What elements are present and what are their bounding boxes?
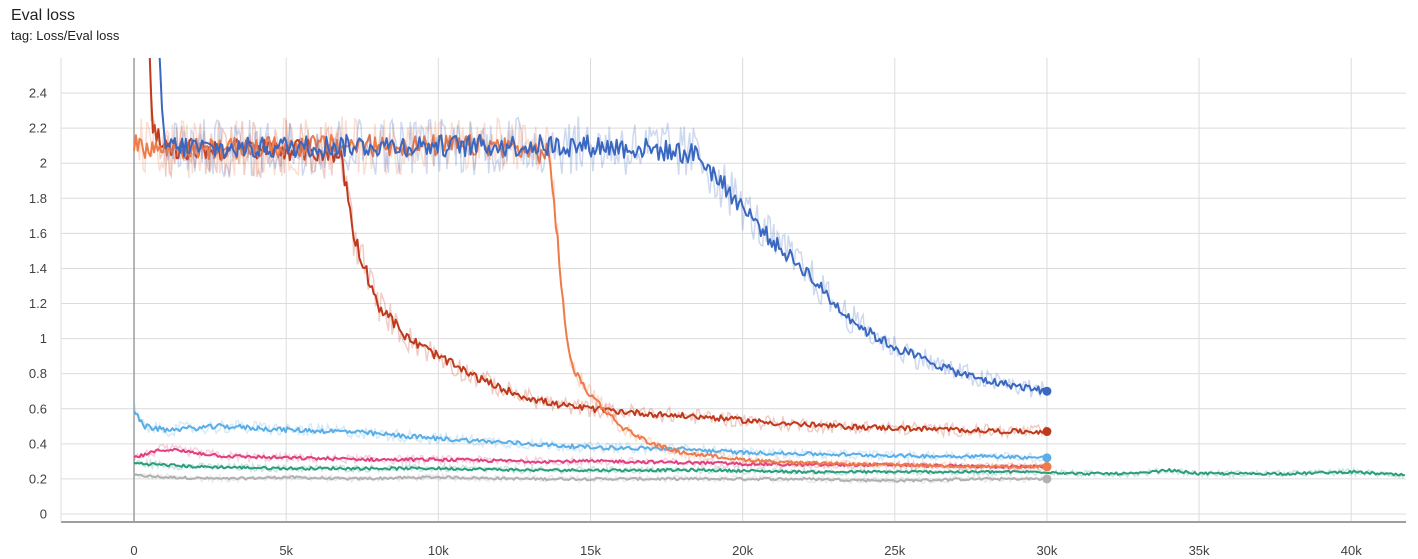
tick-labels: 0 0.2 0.4 0.6 0.8 1 1.2 1.4 1.6 1.8 2 2.2 2.4 0 5k 10k 1…	[29, 86, 1362, 558]
chart-tag: tag: Loss/Eval loss	[11, 28, 120, 43]
series-group	[133, 33, 1406, 485]
x-tick-label: 5k	[279, 543, 293, 558]
y-tick-label: 0.8	[29, 366, 47, 381]
series-end-marker[interactable]	[1042, 386, 1052, 396]
x-tick-label: 10k	[428, 543, 449, 558]
series-smoothed-line[interactable]	[148, 42, 1047, 435]
series-end-marker[interactable]	[1042, 427, 1052, 437]
y-tick-label: 2	[40, 156, 47, 171]
y-tick-label: 1.8	[29, 191, 47, 206]
x-tick-label: 15k	[580, 543, 601, 558]
y-tick-label: 1.2	[29, 296, 47, 311]
chart-header: Eval loss tag: Loss/Eval loss	[11, 6, 119, 44]
series-end-marker[interactable]	[1042, 453, 1052, 463]
y-tick-label: 0	[40, 506, 47, 521]
y-tick-label: 1.6	[29, 226, 47, 241]
x-tick-label: 40k	[1341, 543, 1362, 558]
axes	[60, 58, 1406, 523]
y-tick-label: 0.6	[29, 401, 47, 416]
series-end-markers	[1042, 386, 1052, 484]
series-raw-line	[158, 58, 1047, 399]
series-end-marker[interactable]	[1042, 462, 1052, 472]
chart-title: Eval loss	[11, 7, 76, 24]
series-smoothed-line[interactable]	[133, 410, 1047, 460]
x-tick-label: 25k	[884, 543, 905, 558]
x-tick-label: 30k	[1036, 543, 1057, 558]
series-end-marker[interactable]	[1042, 474, 1052, 484]
x-tick-label: 35k	[1189, 543, 1210, 558]
y-tick-label: 0.2	[29, 471, 47, 486]
series-smoothed-line[interactable]	[133, 461, 1406, 477]
y-tick-label: 2.4	[29, 86, 47, 101]
series-smoothed-line[interactable]	[133, 473, 1048, 483]
y-tick-label: 2.2	[29, 121, 47, 136]
series-smoothed-line[interactable]	[158, 33, 1046, 395]
y-tick-label: 1.4	[29, 261, 47, 276]
x-tick-label: 0	[130, 543, 137, 558]
y-tick-label: 1	[40, 331, 47, 346]
x-tick-label: 20k	[732, 543, 753, 558]
y-tick-label: 0.4	[29, 436, 47, 451]
